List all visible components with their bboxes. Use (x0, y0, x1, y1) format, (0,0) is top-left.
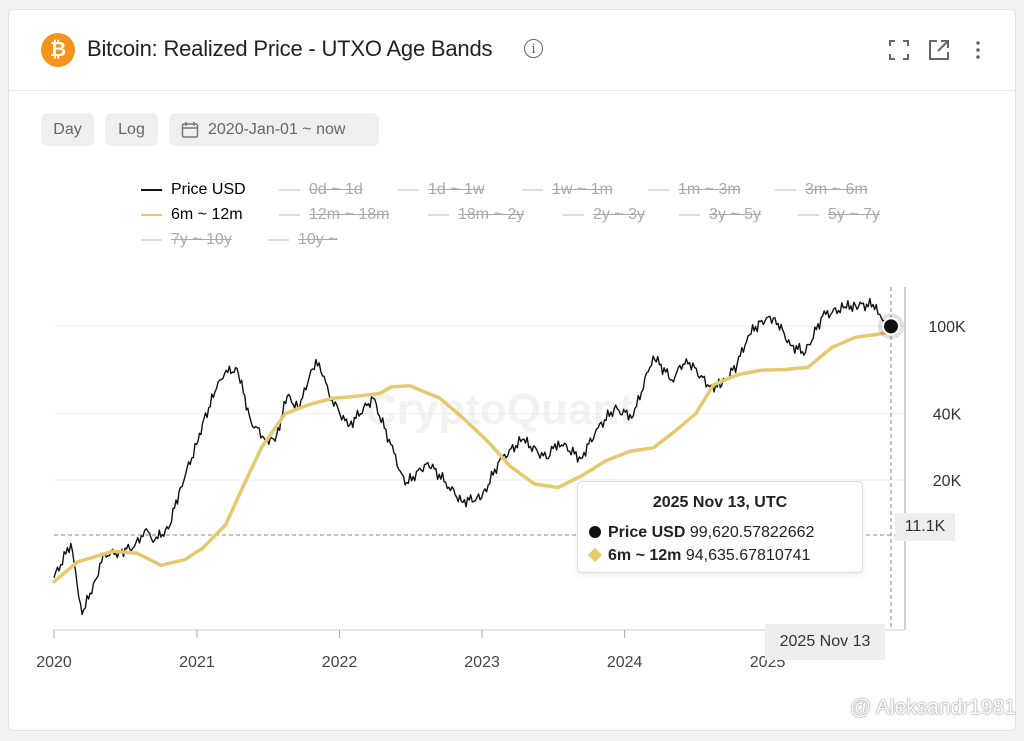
legend-label: Price USD (171, 181, 246, 198)
legend-label: 2y ~ 3y (593, 206, 646, 223)
legend-label: 5y ~ 7y (828, 206, 881, 223)
legend-swatch (141, 239, 162, 241)
legend-swatch (141, 214, 162, 216)
price-marker-icon (589, 526, 601, 538)
x-tick-label: 2022 (322, 654, 358, 671)
date-range-button[interactable]: 2020-Jan-01 ~ now (169, 113, 379, 146)
x-tick-label: 2024 (607, 654, 643, 671)
legend-swatch (648, 189, 669, 191)
legend-swatch (279, 189, 300, 191)
tooltip: 2025 Nov 13, UTC Price USD 99,620.578226… (577, 481, 863, 573)
legend-swatch (268, 239, 289, 241)
legend-label: 1w ~ 1m (552, 181, 613, 198)
legend-label: 18m ~ 2y (458, 206, 525, 223)
legend-label: 10y ~ (298, 231, 338, 248)
crosshair-x-label: 2025 Nov 13 (765, 624, 885, 660)
bitcoin-icon: ₿ (41, 33, 75, 67)
series-price-line (53, 297, 892, 616)
y-tick-label: 100K (928, 319, 966, 336)
legend-label: 7y ~ 10y (171, 231, 232, 248)
chart-card: ₿ Bitcoin: Realized Price - UTXO Age Ban… (8, 9, 1016, 731)
y-tick-label: 20K (933, 473, 962, 490)
day-button[interactable]: Day (41, 113, 94, 146)
tooltip-row-price: Price USD 99,620.57822662 (589, 524, 814, 542)
watermark: CryptoQuant (365, 385, 634, 434)
x-tick-label: 2023 (464, 654, 500, 671)
legend-swatch (141, 189, 162, 191)
fullscreen-icon[interactable] (887, 38, 911, 62)
chart-title: Bitcoin: Realized Price - UTXO Age Bands (87, 36, 493, 61)
open-external-icon[interactable] (927, 38, 951, 62)
legend-swatch (679, 214, 700, 216)
legend-swatch (522, 189, 543, 191)
legend-swatch (798, 214, 819, 216)
legend-label: 0d ~ 1d (309, 181, 363, 198)
legend-swatch (279, 214, 300, 216)
crosshair-y-label: 11.1K (895, 513, 955, 541)
legend-label: 1m ~ 3m (678, 181, 741, 198)
legend-swatch (775, 189, 796, 191)
credit-text: @ Aleksandr1981 (849, 696, 1016, 719)
legend-label: 12m ~ 18m (309, 206, 390, 223)
legend: Price USD 0d ~ 1d 1d ~ 1w 1w ~ 1m 1m ~ 3m 3m … (9, 180, 1015, 260)
legend-label: 3m ~ 6m (805, 181, 868, 198)
legend-swatch (563, 214, 584, 216)
date-range-label: 2020-Jan-01 ~ now (208, 121, 346, 138)
more-options-icon[interactable] (966, 38, 990, 62)
legend-swatch (428, 214, 449, 216)
calendar-icon (181, 122, 199, 138)
info-icon[interactable]: i (524, 39, 543, 58)
x-tick-label: 2021 (179, 654, 215, 671)
tooltip-row-band: 6m ~ 12m 94,635.67810741 (587, 547, 810, 565)
tooltip-title: 2025 Nov 13, UTC (652, 494, 788, 511)
legend-label: 6m ~ 12m (171, 206, 243, 223)
band-marker-icon (587, 547, 603, 563)
x-tick-label: 2020 (36, 654, 72, 671)
legend-swatch (398, 189, 419, 191)
hover-marker (882, 317, 900, 336)
series-6m-12m-line (52, 329, 893, 584)
legend-label: 3y ~ 5y (709, 206, 762, 223)
log-button[interactable]: Log (105, 113, 158, 146)
y-tick-label: 40K (933, 407, 962, 424)
legend-label: 1d ~ 1w (428, 181, 485, 198)
card-header: ₿ Bitcoin: Realized Price - UTXO Age Ban… (9, 10, 1015, 91)
